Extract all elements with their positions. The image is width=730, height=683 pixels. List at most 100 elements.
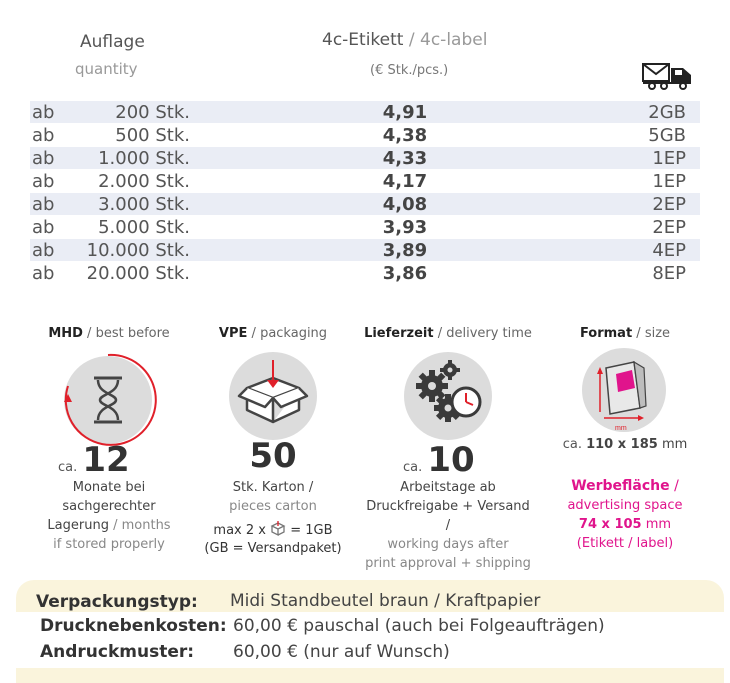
row-shipping: 2EP	[652, 217, 686, 238]
table-row: ab 20.000 Stk. 3,86 8EP	[30, 262, 700, 284]
ad-space: Werbefläche / advertising space 74 x 105…	[540, 477, 710, 553]
row-prefix: ab	[32, 217, 55, 238]
quantity-subheader: quantity	[75, 60, 138, 78]
mhd-line: Monate bei	[72, 480, 146, 495]
price-header: 4c-Etikett / 4c-label	[322, 30, 487, 50]
row-shipping: 5GB	[648, 125, 686, 146]
price-subheader: (€ Stk./pcs.)	[370, 63, 449, 78]
vpe-note: max 2 x = 1GB (GB = Versandpaket)	[188, 521, 358, 556]
ad-space-note: (Etikett / label)	[576, 536, 674, 551]
row-quantity: 20.000 Stk.	[86, 263, 190, 284]
mhd-value: ca. 12	[58, 440, 130, 480]
row-prefix: ab	[32, 263, 55, 284]
table-row: ab 5.000 Stk. 3,93 2EP	[30, 216, 700, 238]
mhd-ca: ca.	[58, 460, 78, 475]
table-row: ab 2.000 Stk. 4,17 1EP	[30, 170, 700, 192]
row-shipping: 1EP	[652, 171, 686, 192]
delivery-line: working days after	[387, 537, 509, 552]
row-quantity: 5.000 Stk.	[98, 217, 190, 238]
row-shipping: 2GB	[648, 102, 686, 123]
feature-title-de: Format	[579, 326, 633, 341]
feature-title-en: delivery time	[446, 326, 532, 341]
vpe-note-max: max 2 x	[213, 523, 266, 538]
ad-space-size: 74 x 105	[578, 517, 642, 532]
row-quantity: 500 Stk.	[115, 125, 190, 146]
mhd-line: Lagerung / months	[47, 518, 171, 533]
row-prefix: ab	[32, 102, 55, 123]
extra-costs-value: 60,00 € pauschal (auch bei Folgeaufträge…	[233, 616, 605, 636]
row-price: 3,93	[382, 217, 428, 238]
feature-title: VPE / packaging	[218, 326, 328, 341]
row-price: 3,86	[382, 263, 428, 284]
format-ca: ca.	[562, 437, 582, 452]
delivery-value: ca. 10	[403, 440, 475, 480]
format-size: ca. 110 x 185 mm	[540, 437, 710, 452]
price-header-sep: /	[403, 30, 421, 50]
table-row: ab 1.000 Stk. 4,33 1EP	[30, 147, 700, 169]
row-quantity: 10.000 Stk.	[86, 240, 190, 261]
price-header-de: 4c-Etikett	[322, 30, 404, 50]
row-price: 4,33	[382, 148, 428, 169]
row-shipping: 2EP	[652, 194, 686, 215]
format-size-unit: mm	[661, 437, 688, 452]
feature-title-en: packaging	[260, 326, 328, 341]
feature-delivery: Lieferzeit / delivery time	[363, 326, 533, 341]
row-prefix: ab	[32, 240, 55, 261]
table-row: ab 10.000 Stk. 3,89 4EP	[30, 239, 700, 261]
mhd-line-en: months	[121, 518, 171, 533]
table-row: ab 3.000 Stk. 4,08 2EP	[30, 193, 700, 215]
packtype-label: Verpackungstyp:	[36, 592, 198, 612]
mhd-description: Monate bei sachgerechter Lagerung / mont…	[24, 478, 194, 554]
vpe-description: Stk. Karton / pieces carton	[188, 478, 358, 516]
vpe-note-legend: (GB = Versandpaket)	[204, 541, 342, 556]
row-shipping: 1EP	[652, 148, 686, 169]
feature-title: MHD / best before	[48, 326, 170, 341]
feature-format: Format / size	[540, 326, 710, 341]
delivery-line: print approval + shipping	[365, 556, 531, 571]
row-shipping: 4EP	[652, 240, 686, 261]
feature-title-de: VPE	[218, 326, 248, 341]
delivery-description: Arbeitstage ab Druckfreigabe + Versand /…	[363, 478, 533, 573]
mhd-line: sachgerechter	[62, 499, 156, 514]
feature-title-de: Lieferzeit	[364, 326, 434, 341]
row-price: 4,08	[382, 194, 428, 215]
proof-label: Andruckmuster:	[40, 642, 195, 662]
feature-title-de: MHD	[48, 326, 83, 341]
vpe-line: Stk. Karton /	[232, 480, 314, 495]
row-quantity: 1.000 Stk.	[98, 148, 190, 169]
ad-space-unit: mm	[645, 517, 672, 532]
hourglass-icon	[64, 353, 157, 446]
row-price: 4,17	[382, 171, 428, 192]
row-price: 4,38	[382, 125, 428, 146]
row-quantity: 2.000 Stk.	[98, 171, 190, 192]
feature-vpe: VPE / packaging	[188, 326, 358, 341]
row-prefix: ab	[32, 125, 55, 146]
row-prefix: ab	[32, 148, 55, 169]
format-icon-mm: mm	[615, 425, 627, 432]
mhd-line-de: Lagerung	[47, 518, 109, 533]
proof-value: 60,00 € (nur auf Wunsch)	[233, 642, 450, 662]
row-price: 4,91	[382, 102, 428, 123]
feature-title: Format / size	[579, 326, 671, 341]
row-shipping: 8EP	[652, 263, 686, 284]
row-quantity: 3.000 Stk.	[98, 194, 190, 215]
mhd-number: 12	[82, 440, 130, 480]
feature-title-en: best before	[95, 326, 170, 341]
format-bag-icon: mm	[582, 348, 666, 432]
delivery-line: Arbeitstage ab	[400, 480, 496, 495]
small-box-icon	[270, 521, 286, 541]
ad-space-en: advertising space	[567, 498, 683, 513]
price-header-en: 4c-label	[420, 30, 488, 50]
delivery-ca: ca.	[403, 460, 423, 475]
table-row: ab 500 Stk. 4,38 5GB	[30, 124, 700, 146]
vpe-number: 50	[249, 436, 297, 476]
vpe-line: pieces carton	[229, 499, 317, 514]
quantity-header: Auflage	[80, 32, 145, 52]
ad-space-de: Werbefläche	[571, 478, 670, 494]
delivery-line: Druckfreigabe + Versand /	[366, 499, 530, 533]
row-quantity: 200 Stk.	[115, 102, 190, 123]
row-prefix: ab	[32, 171, 55, 192]
vpe-note-gb: = 1GB	[290, 523, 333, 538]
extra-costs-label: Drucknebenkosten:	[40, 616, 227, 636]
mhd-line: if stored properly	[53, 537, 165, 552]
